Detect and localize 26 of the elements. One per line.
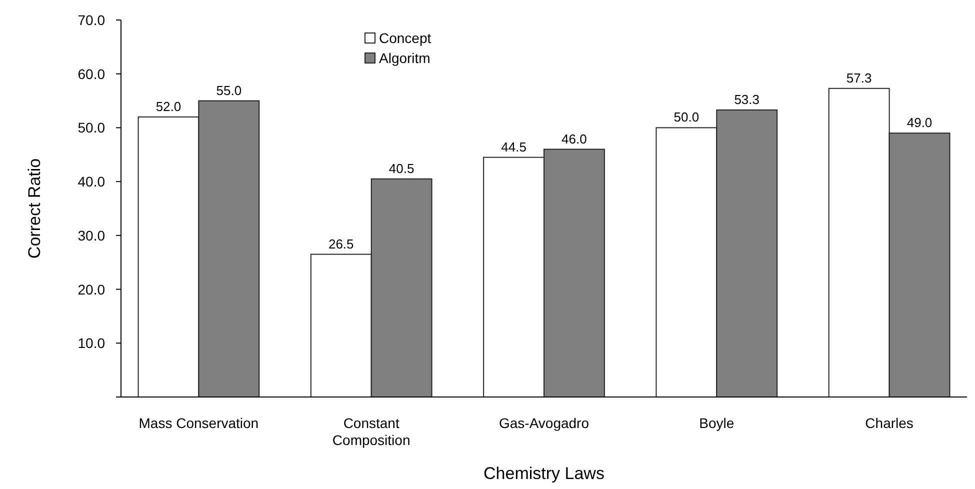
data-label: 49.0 bbox=[906, 115, 932, 130]
data-label: 26.5 bbox=[328, 236, 354, 252]
y-tick-label: 50.0 bbox=[78, 120, 106, 136]
data-label: 52.0 bbox=[156, 98, 182, 114]
data-label: 53.3 bbox=[734, 92, 760, 107]
x-tick-label: Charles bbox=[865, 415, 914, 431]
y-tick-label: 60.0 bbox=[78, 66, 106, 82]
x-axis-title: Chemistry Laws bbox=[484, 464, 604, 483]
y-axis-title: Correct Ratio bbox=[25, 158, 44, 259]
y-tick-label: 10.0 bbox=[78, 335, 106, 352]
x-tick-label: Gas-Avogadro bbox=[498, 415, 590, 431]
y-tick-label: 20.0 bbox=[78, 281, 106, 298]
data-label: 40.5 bbox=[388, 160, 414, 176]
legend-label: Concept bbox=[379, 30, 432, 46]
data-label: 46.0 bbox=[562, 131, 587, 146]
x-tick-label: Mass Conservation bbox=[138, 415, 259, 431]
data-label: 50.0 bbox=[674, 110, 700, 125]
y-tick-label: 40.0 bbox=[78, 174, 106, 190]
legend-label: Algoritm bbox=[379, 50, 430, 66]
y-tick-label: 30.0 bbox=[78, 227, 106, 244]
x-tick-label: Constant Composition bbox=[332, 415, 410, 448]
data-label: 44.5 bbox=[501, 139, 526, 154]
data-label: 57.3 bbox=[846, 70, 872, 86]
data-label: 55.0 bbox=[216, 82, 242, 98]
y-tick-label: 70.0 bbox=[78, 12, 106, 28]
x-tick-label: Boyle bbox=[699, 415, 734, 431]
